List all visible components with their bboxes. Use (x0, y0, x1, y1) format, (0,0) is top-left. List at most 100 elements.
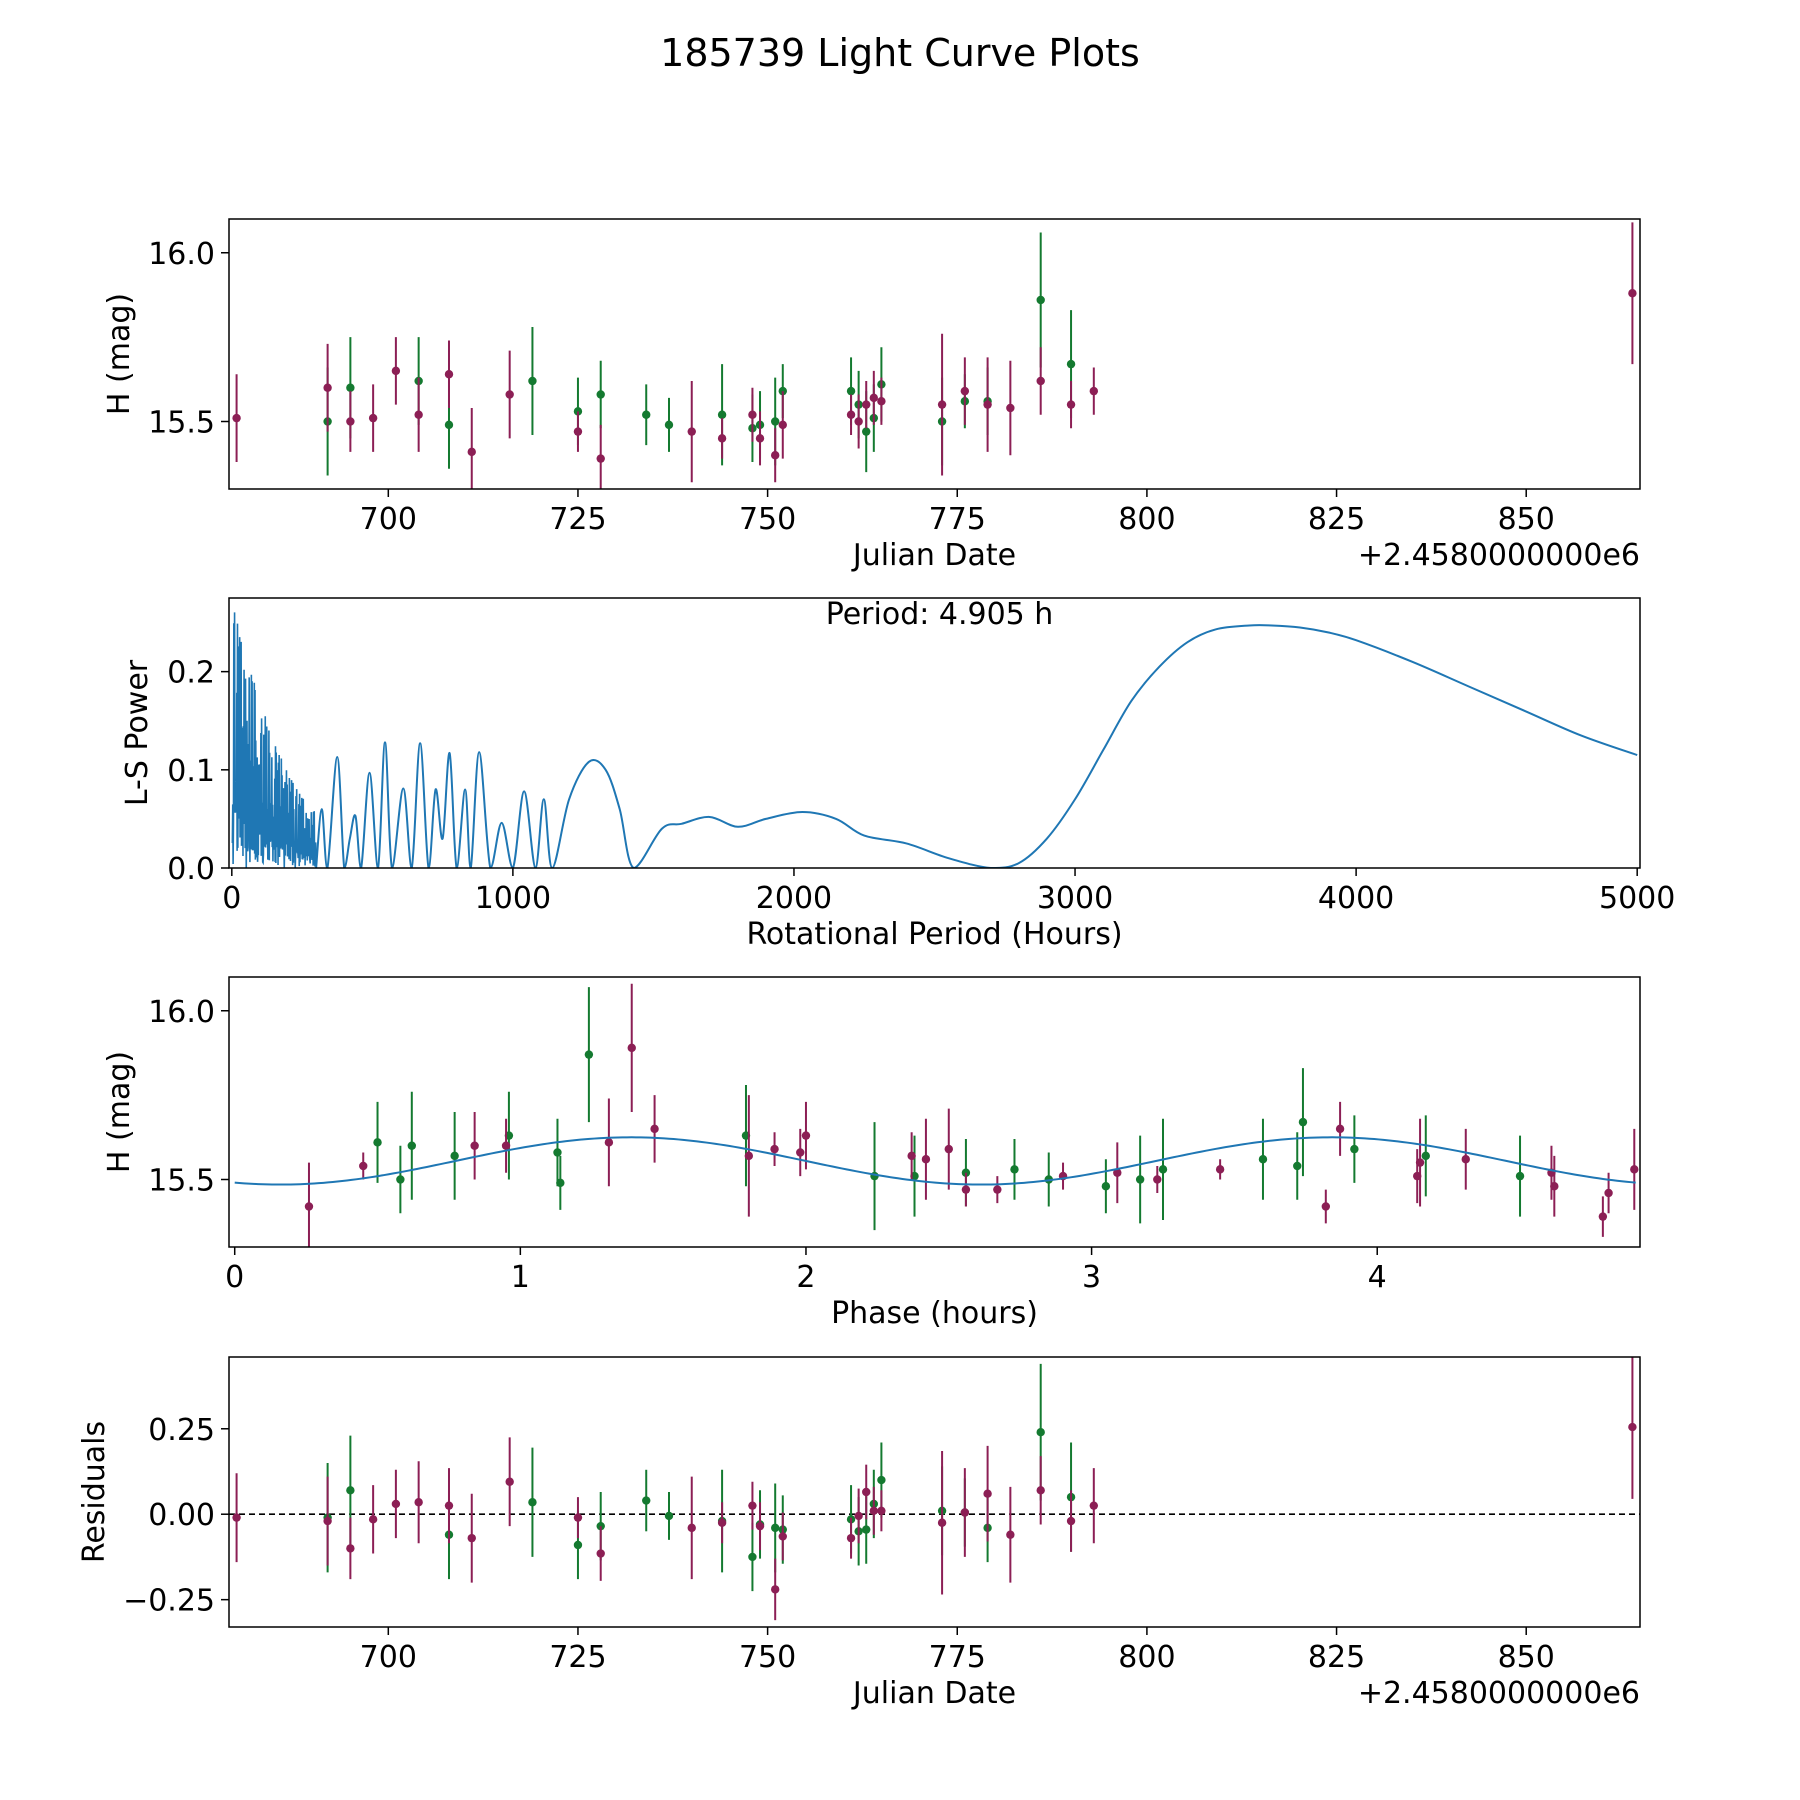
lightcurve-ylabel: H (mag) (102, 293, 137, 415)
residuals-data-point (505, 1477, 514, 1486)
periodogram-xtick-label: 4000 (1318, 881, 1394, 916)
lightcurve-data-point (862, 427, 871, 436)
residuals-data-point (755, 1521, 765, 1531)
phased-xlabel: Phase (hours) (831, 1296, 1038, 1331)
phased-fit-curve (234, 1136, 1636, 1186)
residuals-offset-text: +2.4580000000e6 (1358, 1676, 1640, 1711)
phased-series-magenta (304, 983, 1639, 1247)
residuals-series-green (323, 1363, 1076, 1592)
phased-data-point (921, 1155, 931, 1164)
phased-data-point (1598, 1212, 1608, 1221)
lightcurve-data-point (391, 366, 401, 376)
lightcurve-data-point (846, 386, 856, 396)
phased-data-point (1321, 1202, 1331, 1211)
residuals-ytick-label: 0.25 (148, 1413, 215, 1448)
phased-data-point (450, 1151, 459, 1161)
lightcurve-data-point (444, 420, 454, 430)
residuals-xtick-label: 825 (1308, 1640, 1365, 1675)
residuals-data-point (573, 1513, 583, 1522)
phased-data-point (1215, 1165, 1225, 1174)
lightcurve-data-point (1036, 376, 1045, 386)
phased-data-point (1135, 1175, 1145, 1184)
residuals-data-point (862, 1487, 871, 1497)
residuals-data-point (770, 1523, 780, 1533)
lightcurve-data-point (1066, 359, 1076, 369)
lightcurve-data-point (960, 386, 970, 396)
phased-data-point (304, 1202, 314, 1211)
lightcurve-data-point (323, 383, 332, 392)
chart-panels: 700 725 750 775 800 825 850 15.5 16.0 Julian Date… (77, 218, 1675, 1711)
lightcurve-data-point (687, 427, 696, 436)
residuals-data-point (937, 1518, 947, 1527)
residuals-data-point (596, 1549, 605, 1558)
lightcurve-data-point (1036, 295, 1045, 305)
residuals-data-point (846, 1533, 856, 1543)
residuals-series-magenta (232, 1357, 1637, 1621)
residuals-data-point (1089, 1501, 1099, 1510)
phased-data-point (553, 1148, 562, 1157)
residuals-ylabel: Residuals (77, 1421, 112, 1563)
lightcurve-series-magenta (232, 222, 1637, 489)
lightcurve-data-point (642, 410, 651, 419)
lightcurve-data-point (846, 410, 856, 419)
lightcurve-data-point (573, 427, 583, 436)
periodogram-ytick-label: 0.0 (167, 852, 215, 887)
residuals-data-point (748, 1552, 757, 1562)
lightcurve-data-point (770, 451, 780, 460)
residuals-data-point (414, 1498, 423, 1507)
phased-data-point (944, 1144, 953, 1154)
lightcurve-data-point (505, 390, 514, 399)
lightcurve-xtick-label: 750 (739, 502, 796, 537)
lightcurve-data-point (444, 370, 454, 379)
lightcurve-data-point (717, 410, 727, 419)
lightcurve-data-point (877, 397, 886, 406)
lightcurve-ytick-label: 16.0 (148, 237, 215, 272)
lightcurve-data-point (596, 390, 605, 399)
lightcurve-data-point (414, 410, 423, 419)
residuals-xtick-label: 800 (1118, 1640, 1175, 1675)
phased-xtick-label: 0 (225, 1260, 244, 1295)
lightcurve-data-point (778, 420, 787, 430)
phased-data-point (1113, 1168, 1122, 1177)
residuals-data-point (467, 1533, 476, 1543)
phased-ytick-label: 15.5 (148, 1164, 215, 1199)
residuals-xtick-label: 775 (929, 1640, 986, 1675)
phased-data-point (407, 1141, 417, 1150)
phased-data-point (1101, 1182, 1111, 1191)
residuals-data-point (1628, 1422, 1637, 1432)
periodogram-panel: 0 1000 2000 3000 4000 5000 0.0 0.1 0.2 Rotational… (120, 597, 1675, 952)
lightcurve-xtick-label: 725 (549, 502, 606, 537)
residuals-data-point (770, 1585, 780, 1594)
residuals-data-point (869, 1506, 879, 1515)
periodogram-plot-area (231, 612, 1638, 868)
residuals-data-point (323, 1516, 332, 1526)
lightcurve-frame (228, 218, 1641, 490)
residuals-frame (228, 1356, 1641, 1628)
phased-data-point (796, 1148, 805, 1157)
residuals-data-point (877, 1475, 886, 1485)
residuals-data-point (717, 1518, 727, 1527)
residuals-data-point (232, 1513, 241, 1522)
phased-data-point (1335, 1124, 1345, 1134)
periodogram-frame (228, 597, 1641, 869)
residuals-ytick-label: −0.25 (123, 1584, 215, 1619)
periodogram-ylabel: L-S Power (120, 659, 155, 806)
periodogram-ytick-label: 0.2 (167, 656, 215, 691)
residuals-data-point (346, 1544, 355, 1553)
residuals-xtick-label: 850 (1498, 1640, 1555, 1675)
periodogram-xtick-label: 2000 (756, 881, 832, 916)
lightcurve-plot-area (232, 222, 1637, 489)
residuals-xlabel: Julian Date (851, 1676, 1016, 1711)
lightcurve-ytick-label: 15.5 (148, 406, 215, 441)
residuals-data-point (854, 1511, 863, 1521)
periodogram-xtick-label: 1000 (475, 881, 551, 916)
residuals-data-point (1066, 1516, 1076, 1526)
phased-data-point (770, 1144, 779, 1154)
residuals-panel: 700 725 750 775 800 825 850 −0.25 0.00 0.25 Julian… (77, 1356, 1641, 1711)
phased-panel: 0 1 2 3 4 15.5 16.0 Phase (hours) H (mag) (102, 976, 1641, 1331)
lightcurve-data-point (346, 417, 355, 426)
phased-xtick-label: 1 (511, 1260, 530, 1295)
phased-data-point (627, 1043, 636, 1053)
residuals-data-point (368, 1515, 378, 1524)
